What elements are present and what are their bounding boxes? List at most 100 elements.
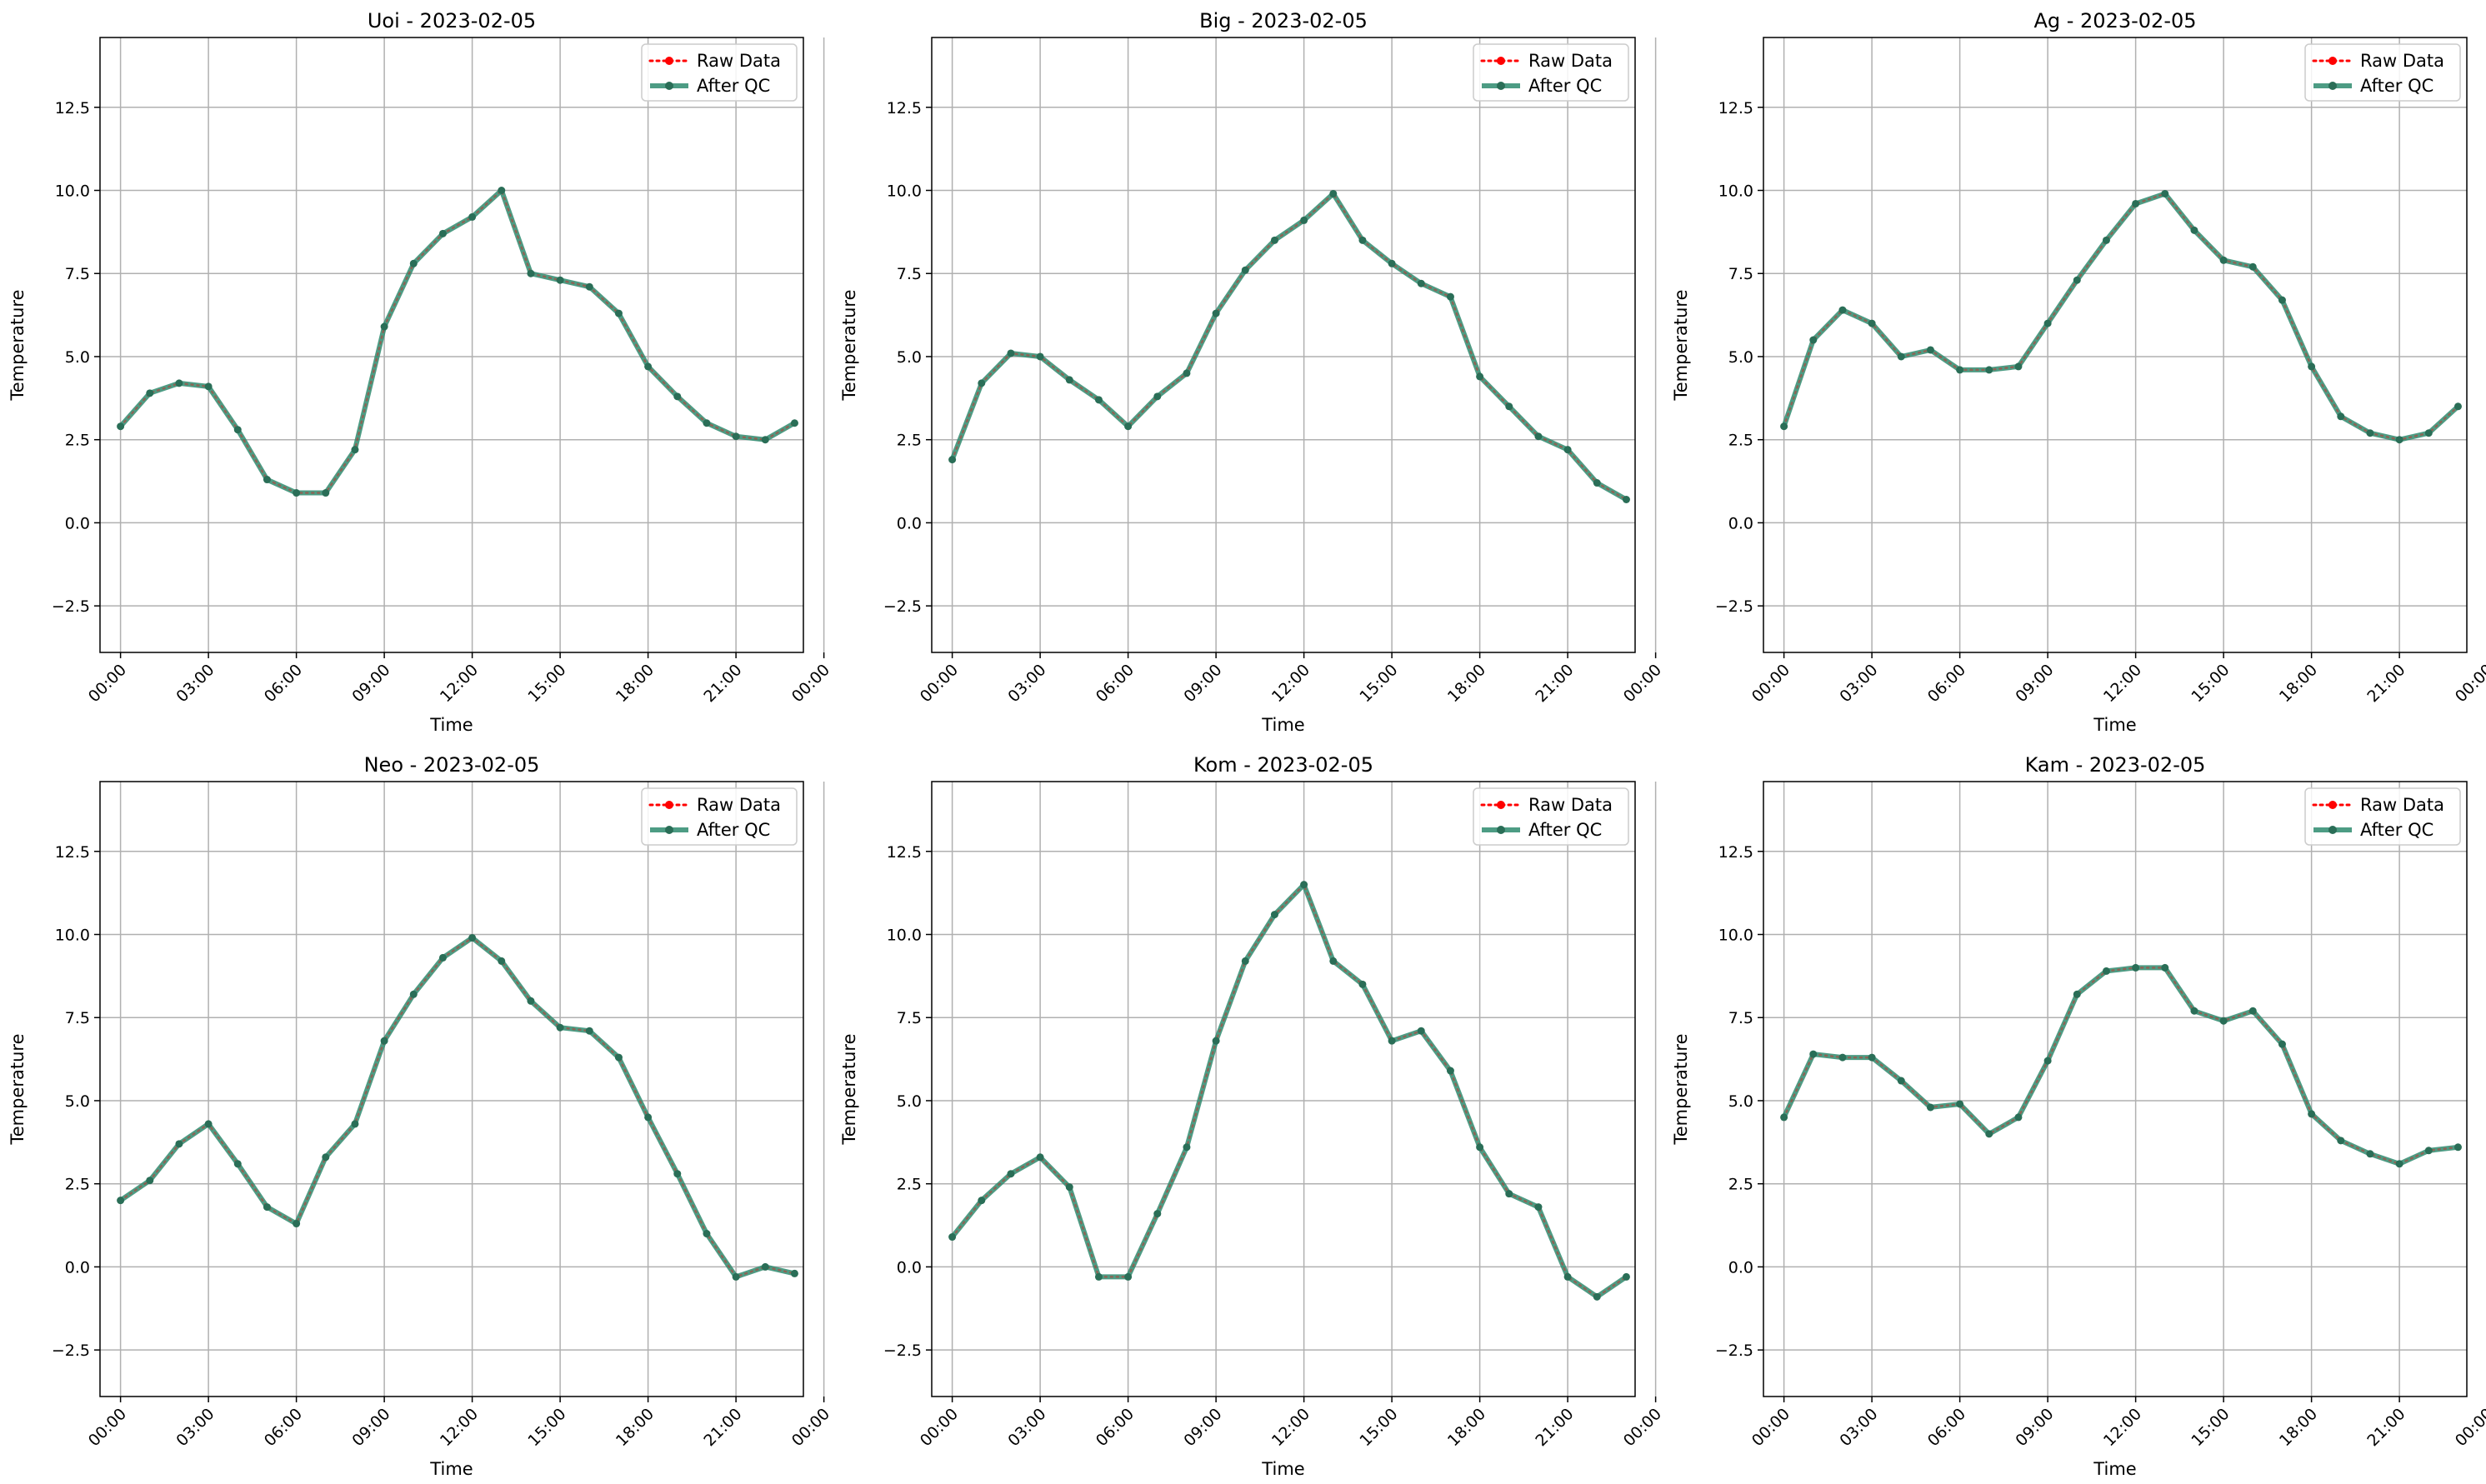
x-tick-label: 09:00: [2012, 661, 2057, 706]
y-tick-label: 10.0: [887, 182, 922, 201]
after-qc-point: [2014, 362, 2023, 371]
y-axis-label: Temperature: [8, 289, 28, 401]
legend-label-after-qc: After QC: [697, 76, 770, 96]
y-axis-label: Temperature: [839, 1033, 859, 1145]
after-qc-point: [1094, 1272, 1103, 1281]
y-tick-label: 10.0: [55, 182, 90, 201]
after-qc-point: [1505, 1190, 1513, 1198]
after-qc-point: [380, 1037, 388, 1045]
after-qc-point: [1270, 236, 1278, 244]
after-qc-point: [1563, 1272, 1572, 1281]
after-qc-point: [2043, 1057, 2052, 1065]
x-tick-label: 18:00: [2276, 661, 2321, 706]
y-axis-label: Temperature: [1671, 1033, 1691, 1145]
after-qc-point: [556, 1023, 564, 1032]
x-tick-label: 06:00: [1924, 1405, 1969, 1450]
after-qc-point: [2337, 412, 2345, 421]
x-tick-label: 15:00: [2188, 1405, 2233, 1450]
after-qc-point: [1534, 1203, 1543, 1212]
after-qc-point: [1868, 1053, 1876, 1062]
after-qc-point: [2248, 262, 2257, 271]
y-tick-label: 7.5: [897, 265, 922, 283]
after-qc-point: [1417, 1027, 1425, 1035]
after-qc-point: [1868, 319, 1876, 327]
legend: Raw Data After QC: [641, 787, 798, 846]
series-line-after-qc: [949, 191, 1629, 502]
x-tick-label: 18:00: [613, 661, 658, 706]
after-qc-point: [204, 382, 213, 391]
after-qc-point: [2278, 296, 2286, 304]
x-tick-label: 00:00: [917, 1405, 962, 1450]
x-tick-label: 03:00: [1836, 661, 1881, 706]
x-tick-label: 00:00: [1748, 661, 1793, 706]
after-qc-point: [351, 446, 359, 454]
chart-title: Uoi - 2023-02-05: [368, 9, 536, 32]
after-qc-point: [1956, 366, 1964, 374]
y-axis-label: Temperature: [839, 289, 859, 401]
y-tick-label: 7.5: [65, 1009, 90, 1027]
y-tick-label: 12.5: [1718, 843, 1753, 862]
after-qc-point: [438, 953, 447, 962]
series-line-raw-data: [951, 192, 1628, 501]
after-qc-point: [1358, 236, 1367, 244]
x-tick-label: 00:00: [1748, 1405, 1793, 1450]
after-qc-point: [732, 1272, 740, 1281]
plot-frame: [1763, 37, 2468, 653]
x-axis-label: Time: [1261, 715, 1304, 735]
after-qc-point: [1124, 422, 1133, 431]
after-qc-point: [2102, 236, 2110, 244]
after-qc-point: [146, 389, 154, 397]
after-qc-point: [2395, 1160, 2403, 1168]
after-qc-point: [1838, 1053, 1847, 1062]
after-qc-point: [322, 489, 330, 497]
after-qc-point: [263, 476, 271, 484]
after-qc-point: [498, 187, 506, 195]
chart-panel-2: 00:00 03:00 06:00 09:00 12:00 15:00 18:00 21:00…: [839, 9, 1665, 735]
y-tick-label: 5.0: [1728, 1092, 1753, 1111]
y-tick-label: 10.0: [887, 927, 922, 945]
after-qc-point: [1809, 336, 1818, 344]
after-qc-point: [2366, 1150, 2374, 1158]
plot-frame: [99, 781, 804, 1397]
chart-title: Kom - 2023-02-05: [1193, 753, 1373, 777]
x-tick-label: 15:00: [524, 1405, 569, 1450]
y-tick-label: 0.0: [897, 514, 922, 532]
x-tick-label: 00:00: [85, 661, 130, 706]
after-qc-point: [644, 1113, 653, 1122]
after-qc-point: [1926, 1103, 1934, 1112]
after-qc-point: [498, 957, 506, 965]
after-qc-point: [527, 997, 535, 1005]
x-axis-label: Time: [2093, 715, 2136, 735]
y-axis-label: Temperature: [1671, 289, 1691, 401]
y-tick-label: 12.5: [55, 843, 90, 862]
legend-qc-marker: [665, 82, 673, 90]
after-qc-point: [1985, 1130, 1993, 1138]
legend: Raw Data After QC: [2304, 43, 2461, 102]
x-tick-label: 09:00: [348, 1405, 393, 1450]
x-tick-label: 00:00: [1620, 661, 1665, 706]
after-qc-point: [117, 422, 125, 431]
y-tick-label: 7.5: [65, 265, 90, 283]
y-tick-label: 7.5: [897, 1009, 922, 1027]
after-qc-point: [468, 212, 477, 221]
y-tick-label: 12.5: [887, 99, 922, 117]
x-tick-label: 12:00: [437, 1405, 482, 1450]
legend-label-after-qc: After QC: [697, 820, 770, 840]
after-qc-point: [948, 1233, 957, 1242]
after-qc-point: [1446, 1067, 1454, 1075]
after-qc-point: [703, 419, 711, 427]
x-axis-label: Time: [429, 715, 473, 735]
after-qc-point: [1300, 881, 1308, 889]
after-qc-point: [2102, 967, 2110, 975]
x-tick-label: 03:00: [1004, 1405, 1049, 1450]
after-qc-point: [761, 436, 769, 444]
after-qc-point: [2308, 1110, 2316, 1118]
y-tick-label: 5.0: [65, 1092, 90, 1111]
after-qc-point: [614, 1053, 623, 1062]
after-qc-point: [614, 309, 623, 317]
after-qc-point: [1563, 446, 1572, 454]
series-line-raw-data: [119, 936, 796, 1278]
series-line-after-qc: [1781, 965, 2461, 1167]
y-tick-label: −2.5: [883, 597, 922, 616]
